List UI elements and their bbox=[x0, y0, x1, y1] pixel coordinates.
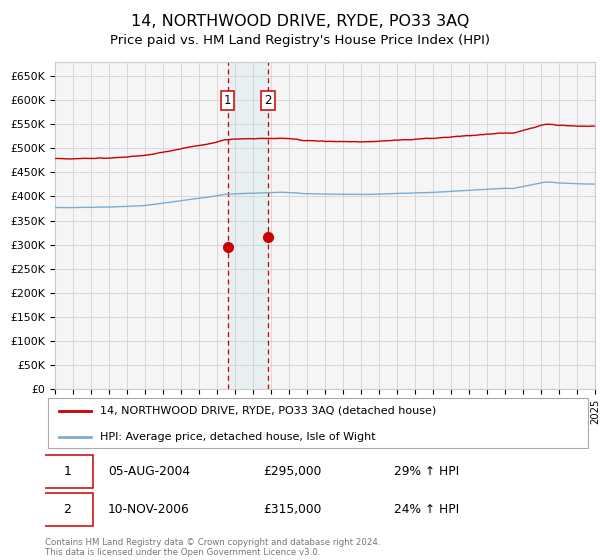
Text: 29% ↑ HPI: 29% ↑ HPI bbox=[394, 465, 460, 478]
Text: 10-NOV-2006: 10-NOV-2006 bbox=[108, 503, 190, 516]
Text: £295,000: £295,000 bbox=[263, 465, 322, 478]
Text: 1: 1 bbox=[64, 465, 71, 478]
Text: Price paid vs. HM Land Registry's House Price Index (HPI): Price paid vs. HM Land Registry's House … bbox=[110, 34, 490, 46]
Text: 14, NORTHWOOD DRIVE, RYDE, PO33 3AQ: 14, NORTHWOOD DRIVE, RYDE, PO33 3AQ bbox=[131, 14, 469, 29]
Bar bbox=[227, 62, 268, 389]
FancyBboxPatch shape bbox=[42, 455, 92, 488]
Text: HPI: Average price, detached house, Isle of Wight: HPI: Average price, detached house, Isle… bbox=[100, 432, 375, 442]
Text: 14, NORTHWOOD DRIVE, RYDE, PO33 3AQ (detached house): 14, NORTHWOOD DRIVE, RYDE, PO33 3AQ (det… bbox=[100, 406, 436, 416]
Text: 05-AUG-2004: 05-AUG-2004 bbox=[108, 465, 190, 478]
Text: 2: 2 bbox=[265, 94, 272, 106]
FancyBboxPatch shape bbox=[42, 493, 92, 526]
FancyBboxPatch shape bbox=[48, 398, 588, 447]
Text: 1: 1 bbox=[224, 94, 232, 106]
Text: 2: 2 bbox=[64, 503, 71, 516]
Text: Contains HM Land Registry data © Crown copyright and database right 2024.
This d: Contains HM Land Registry data © Crown c… bbox=[45, 538, 380, 557]
Text: 24% ↑ HPI: 24% ↑ HPI bbox=[394, 503, 460, 516]
Text: £315,000: £315,000 bbox=[263, 503, 322, 516]
